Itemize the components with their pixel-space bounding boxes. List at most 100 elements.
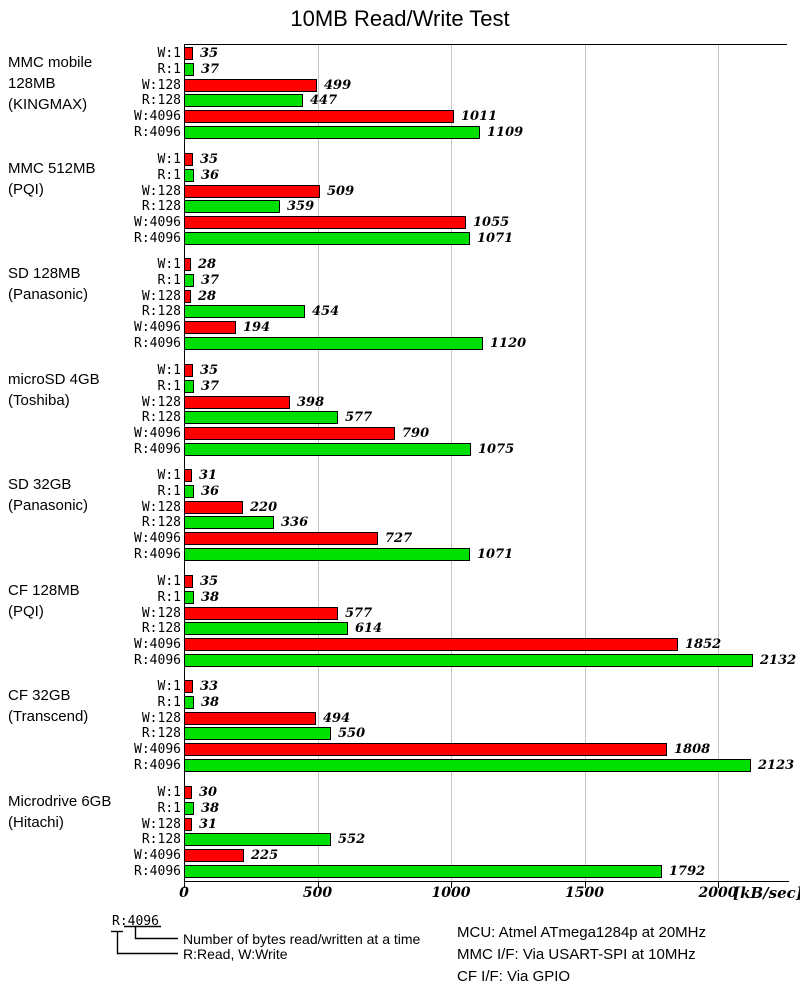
device-label: MMC 512MB (PQI) [8, 158, 158, 200]
bar-value-label: 194 [243, 320, 271, 335]
row-label: W:128 [141, 395, 181, 410]
legend-bracket-lines [111, 925, 178, 955]
bar-value-label: 37 [201, 273, 220, 288]
row-label: W:4096 [134, 320, 181, 335]
bar-value-label: 220 [250, 500, 278, 515]
bar [184, 216, 466, 229]
bar [184, 833, 331, 846]
row-label: W:4096 [134, 531, 181, 546]
row-label: W:128 [141, 289, 181, 304]
device-label-line: microSD 4GB [8, 371, 100, 388]
row-label: W:4096 [134, 637, 181, 652]
row-label: W:128 [141, 606, 181, 621]
device-label-line: 128MB [8, 75, 56, 92]
axis-tick [451, 882, 452, 888]
row-label: R:1 [157, 484, 181, 499]
device-label-line: SD 128MB [8, 265, 81, 282]
bar-value-label: 31 [199, 817, 218, 832]
row-label: R:1 [157, 590, 181, 605]
device-label-line: (PQI) [8, 181, 44, 198]
axis-unit-label: [kB/sec] [733, 884, 800, 902]
axis-tick-label: 2000 [698, 885, 738, 901]
row-label: W:1 [157, 468, 181, 483]
bar [184, 532, 378, 545]
device-label-line: (Panasonic) [8, 286, 89, 303]
bar [184, 654, 753, 667]
axis-tick [584, 882, 586, 888]
bar-value-label: 447 [310, 93, 338, 108]
bar [184, 200, 280, 213]
bar-value-label: 1071 [477, 547, 514, 562]
bar-value-label: 1071 [477, 231, 514, 246]
bar-value-label: 37 [201, 379, 220, 394]
plot-top-border [184, 44, 787, 46]
bar [184, 126, 480, 139]
row-label: W:1 [157, 257, 181, 272]
device-label-line: MMC 512MB [8, 160, 96, 177]
bar-value-label: 35 [200, 46, 219, 61]
bar [184, 337, 483, 350]
bar-value-label: 33 [200, 679, 219, 694]
hardware-info-block: MCU: Atmel ATmega1284p at 20MHz MMC I/F:… [457, 922, 706, 988]
device-label-line: Microdrive 6GB [8, 793, 112, 810]
row-label: W:128 [141, 817, 181, 832]
bar [184, 712, 316, 725]
bar-value-label: 359 [287, 199, 315, 214]
bar [184, 443, 471, 456]
bar-value-label: 2123 [758, 758, 795, 773]
bar-value-label: 36 [201, 484, 220, 499]
row-label: R:128 [141, 410, 181, 425]
bar [184, 79, 317, 92]
row-label: R:4096 [134, 125, 181, 140]
device-label: microSD 4GB (Toshiba) [8, 369, 158, 411]
row-label: W:4096 [134, 215, 181, 230]
row-label: R:128 [141, 93, 181, 108]
bar [184, 94, 303, 107]
device-label-line: SD 32GB [8, 476, 72, 493]
axis-tick [718, 882, 719, 888]
row-label: R:128 [141, 621, 181, 636]
row-label: W:1 [157, 574, 181, 589]
gridline [451, 45, 452, 881]
bar-value-label: 28 [198, 289, 217, 304]
row-label: R:4096 [134, 653, 181, 668]
row-label: W:1 [157, 46, 181, 61]
bar-value-label: 577 [345, 410, 373, 425]
bar-value-label: 35 [200, 152, 219, 167]
row-label: R:4096 [134, 442, 181, 457]
device-label: Microdrive 6GB (Hitachi) [8, 791, 158, 833]
device-label-line: (Panasonic) [8, 497, 89, 514]
row-label: W:1 [157, 679, 181, 694]
row-label: W:128 [141, 711, 181, 726]
row-label: R:128 [141, 726, 181, 741]
bar-value-label: 38 [201, 695, 220, 710]
bar-value-label: 1011 [461, 109, 498, 124]
bar-value-label: 614 [355, 621, 383, 636]
bar-value-label: 1075 [478, 442, 515, 457]
device-label: SD 32GB (Panasonic) [8, 474, 158, 516]
bar-value-label: 727 [385, 531, 413, 546]
device-label-line: (KINGMAX) [8, 96, 88, 113]
bar-value-label: 1109 [487, 125, 524, 140]
bar-value-label: 336 [281, 515, 309, 530]
axis-tick-label: 1500 [565, 885, 604, 901]
bar [184, 485, 194, 498]
axis-tick-label: 0 [179, 885, 189, 901]
device-label: CF 32GB (Transcend) [8, 685, 158, 727]
row-label: R:4096 [134, 336, 181, 351]
legend-example-label: R:4096 [112, 914, 159, 929]
row-label: R:128 [141, 304, 181, 319]
device-label-line: (Toshiba) [8, 392, 70, 409]
bar [184, 727, 331, 740]
bar-value-label: 509 [327, 184, 355, 199]
bar-value-label: 37 [201, 62, 220, 77]
bar-value-label: 552 [338, 832, 366, 847]
row-label: R:4096 [134, 231, 181, 246]
bar-value-label: 454 [312, 304, 340, 319]
row-label: W:1 [157, 785, 181, 800]
row-label: R:4096 [134, 758, 181, 773]
bar [184, 232, 470, 245]
row-label: R:128 [141, 199, 181, 214]
axis-tick [184, 882, 185, 888]
